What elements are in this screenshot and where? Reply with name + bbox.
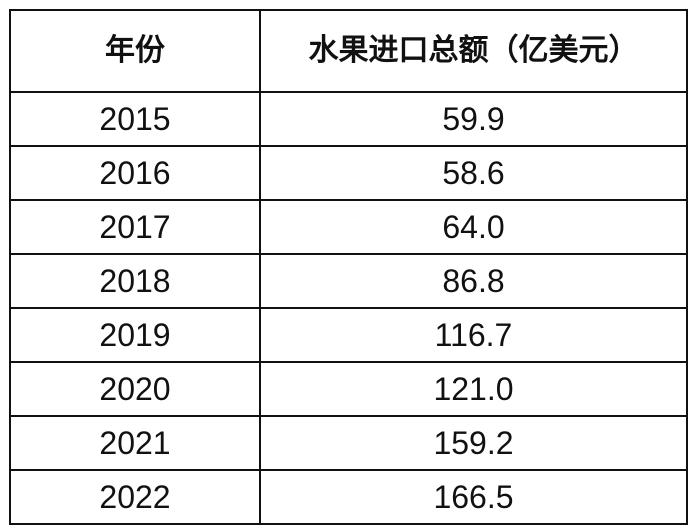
table-container: 年份 水果进口总额（亿美元） 2015 59.9 2016 58.6 2017 …	[9, 9, 688, 525]
table-row: 2021 159.2	[9, 415, 688, 471]
year-cell: 2017	[9, 199, 261, 255]
year-cell: 2021	[9, 415, 261, 471]
column-header-import-total: 水果进口总额（亿美元）	[259, 9, 688, 93]
table-row: 2020 121.0	[9, 361, 688, 417]
value-cell: 64.0	[259, 199, 688, 255]
table-row: 2016 58.6	[9, 145, 688, 201]
table-row: 2015 59.9	[9, 91, 688, 147]
year-cell: 2018	[9, 253, 261, 309]
value-cell: 116.7	[259, 307, 688, 363]
table-row: 2018 86.8	[9, 253, 688, 309]
column-header-year: 年份	[9, 9, 261, 93]
value-cell: 159.2	[259, 415, 688, 471]
value-cell: 59.9	[259, 91, 688, 147]
fruit-import-table: 年份 水果进口总额（亿美元） 2015 59.9 2016 58.6 2017 …	[9, 9, 688, 525]
value-cell: 121.0	[259, 361, 688, 417]
year-cell: 2019	[9, 307, 261, 363]
table-row: 2022 166.5	[9, 469, 688, 525]
year-cell: 2022	[9, 469, 261, 525]
table-row: 2019 116.7	[9, 307, 688, 363]
value-cell: 86.8	[259, 253, 688, 309]
year-cell: 2015	[9, 91, 261, 147]
value-cell: 166.5	[259, 469, 688, 525]
table-row: 2017 64.0	[9, 199, 688, 255]
year-cell: 2016	[9, 145, 261, 201]
value-cell: 58.6	[259, 145, 688, 201]
header-row: 年份 水果进口总额（亿美元）	[9, 9, 688, 93]
year-cell: 2020	[9, 361, 261, 417]
